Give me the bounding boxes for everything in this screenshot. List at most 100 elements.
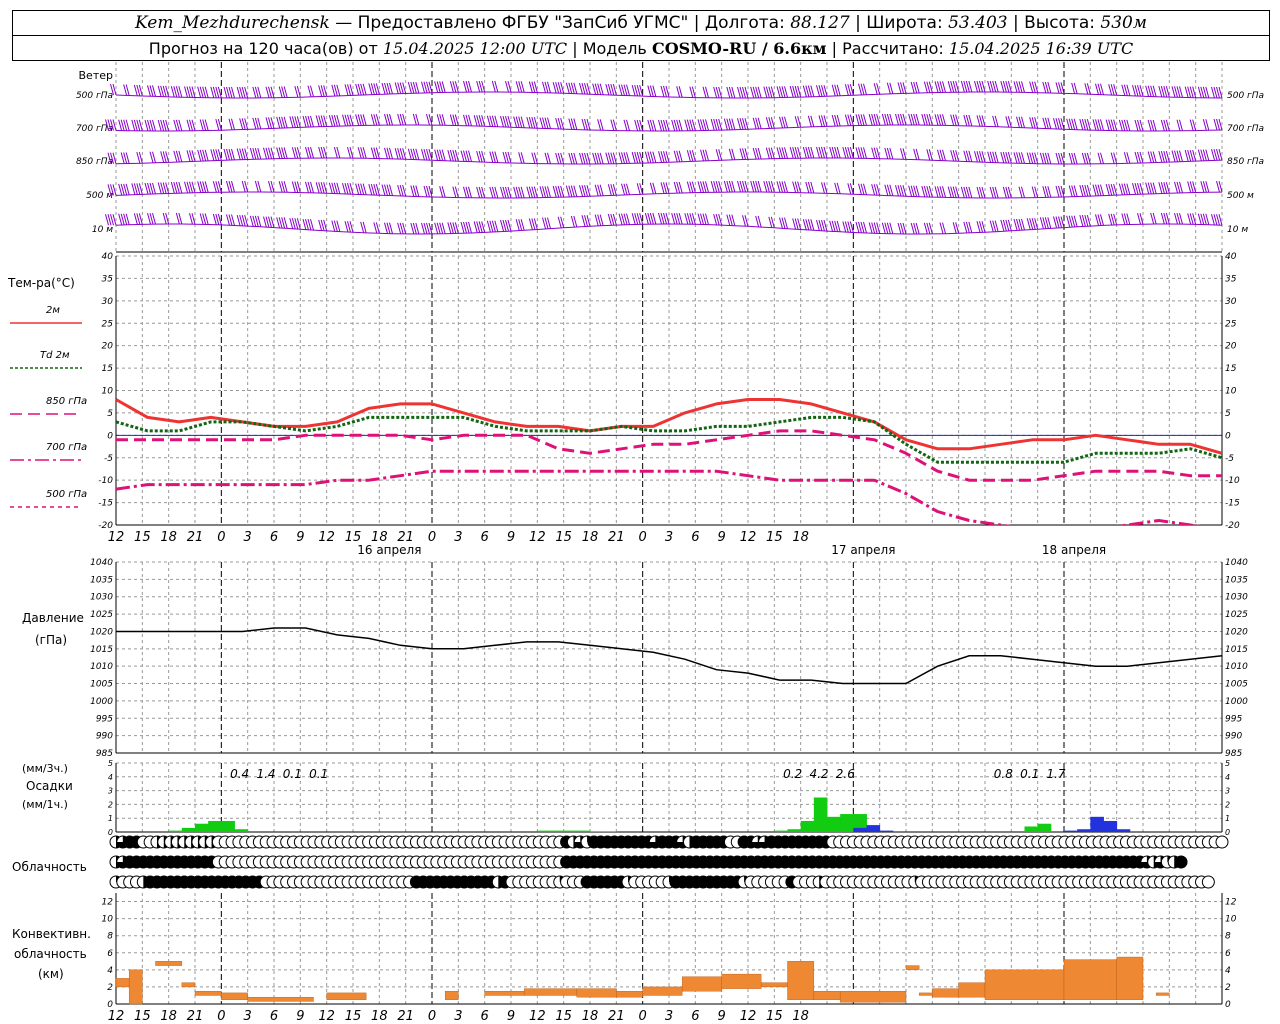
wind-barb (1176, 181, 1181, 193)
wind-barb (110, 152, 114, 164)
wind-barb (362, 221, 367, 233)
wind-barb (375, 83, 380, 95)
wind-barb (913, 81, 918, 94)
wind-barb (886, 222, 891, 234)
wind-barb (1042, 81, 1047, 94)
wind-barb (310, 146, 314, 159)
conv-cloud-bar (721, 973, 762, 989)
wind-barb (152, 85, 156, 97)
wind-barb (989, 220, 994, 232)
wind-barb (634, 84, 639, 97)
wind-barb (597, 83, 602, 95)
wind-barb (421, 149, 425, 161)
wind-barb (468, 186, 472, 198)
wind-barb (257, 147, 262, 160)
wind-barb (950, 81, 955, 93)
wind-barb (1213, 149, 1218, 161)
wind-barb (547, 217, 551, 229)
wind-barb (1187, 181, 1192, 193)
wind-barb (1066, 215, 1071, 227)
wind-barb (658, 212, 662, 225)
wind-barb (1029, 152, 1034, 164)
wind-barb (160, 151, 165, 163)
wind-barb (112, 214, 117, 226)
wind-barb (968, 150, 973, 162)
wind-barb (1013, 218, 1018, 231)
wind-barb (310, 85, 314, 97)
wind-barb (518, 152, 523, 164)
conv-cloud-bar (1063, 959, 1117, 1000)
wind-barb (807, 85, 812, 97)
wind-barb (884, 147, 889, 160)
precip-snow-bar (1103, 820, 1118, 832)
temp-tick-label-right: 15 (1225, 364, 1237, 374)
wind-barb (505, 80, 509, 93)
wind-barb (323, 146, 328, 159)
wind-barb (1005, 151, 1010, 164)
wind-barb (215, 86, 220, 99)
wind-barb (700, 119, 704, 131)
wind-barb (928, 81, 933, 93)
wind-barb (855, 114, 860, 126)
wind-barb (876, 114, 881, 126)
wind-barb (594, 184, 599, 196)
wind-barb (465, 221, 470, 234)
wind-barb (186, 150, 191, 162)
wind-barb (162, 182, 167, 194)
wind-barb (652, 182, 657, 194)
wind-barb (415, 222, 420, 235)
wind-barb (900, 113, 904, 126)
wind-barb (373, 114, 378, 126)
wind-barb (1216, 86, 1220, 99)
wind-barb (834, 84, 839, 96)
x-tick-label: 6 (481, 530, 489, 545)
conv-cloud-bar (155, 961, 183, 966)
x-tick-label: 9 (507, 530, 515, 545)
wind-barb (318, 146, 323, 159)
forecast-header: Прогноз на 120 часа(ов) от 15.04.2025 12… (12, 35, 1270, 61)
wind-barb (823, 85, 828, 97)
wind-barb (165, 151, 170, 163)
wind-title: Ветер (79, 69, 113, 82)
wind-barb (507, 151, 512, 164)
wind-barb (557, 117, 562, 130)
wind-barb (770, 117, 775, 129)
wind-barb (362, 183, 367, 195)
wind-barb (1163, 150, 1168, 163)
wind-barb (884, 222, 889, 234)
conv-tick-label-left: 2 (107, 983, 113, 993)
wind-barb (797, 85, 802, 98)
wind-barb (289, 218, 294, 230)
wind-barb (836, 84, 841, 96)
wind-barb (223, 86, 228, 99)
wind-barb (344, 183, 349, 195)
wind-barb (1189, 181, 1194, 193)
wind-barb (673, 119, 678, 131)
wind-barb (784, 147, 788, 159)
pressure-tick-label-right: 990 (1225, 732, 1242, 742)
wind-barb (362, 83, 367, 96)
wind-barb (1213, 214, 1218, 226)
wind-barb (125, 213, 130, 225)
wind-barb (138, 152, 143, 164)
wind-barb (125, 152, 130, 164)
wind-barb (660, 182, 665, 194)
wind-barb (686, 213, 691, 225)
pressure-line (116, 627, 1223, 685)
wind-barb (873, 147, 878, 159)
wind-barb (463, 80, 467, 93)
wind-barb (123, 119, 128, 131)
wind-barb (1084, 184, 1089, 197)
wind-barb (254, 180, 259, 193)
wind-barb (684, 119, 689, 131)
wind-barb (1137, 85, 1141, 97)
wind-barb (204, 149, 209, 162)
wind-barb (320, 115, 325, 127)
wind-barb (718, 118, 723, 131)
wind-barb (1121, 84, 1126, 96)
wind-barb (381, 82, 386, 95)
wind-barb (1058, 185, 1062, 198)
wind-barb (257, 117, 262, 130)
wind-barb (855, 221, 860, 234)
wind-barb (542, 117, 546, 129)
